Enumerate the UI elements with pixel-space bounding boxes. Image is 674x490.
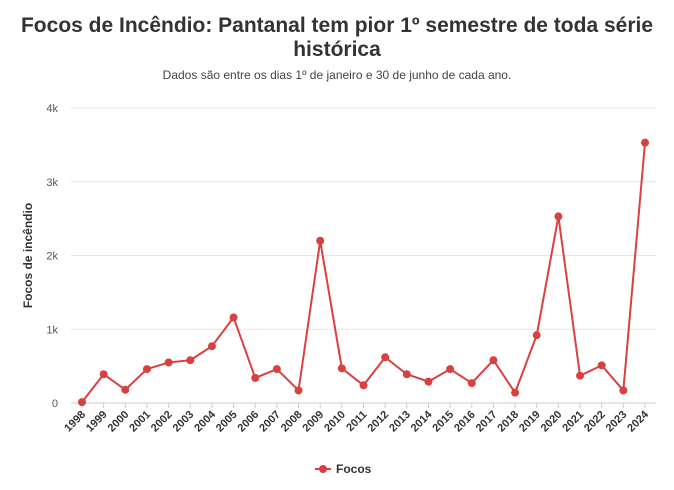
- chart-title: Focos de Incêndio: Pantanal tem pior 1º …: [20, 14, 654, 61]
- chart-subtitle: Dados são entre os dias 1º de janeiro e …: [162, 68, 512, 82]
- x-tick-label: 2010: [322, 409, 348, 435]
- data-point: [251, 373, 260, 382]
- y-tick-label: 4k: [46, 103, 58, 115]
- data-point: [511, 388, 520, 397]
- data-point: [424, 377, 433, 386]
- y-tick-label: 2k: [46, 251, 58, 263]
- data-point: [207, 342, 216, 351]
- x-tick-label: 2006: [236, 409, 262, 435]
- x-tick-label: 2024: [625, 408, 651, 434]
- x-tick-label: 2009: [301, 409, 327, 435]
- data-point: [467, 379, 476, 388]
- data-point: [337, 364, 346, 373]
- x-tick-label: 1998: [62, 409, 88, 435]
- data-point: [576, 371, 585, 380]
- x-tick-label: 2013: [387, 409, 413, 435]
- x-tick-label: 2002: [149, 409, 175, 435]
- data-point: [597, 361, 606, 370]
- data-point: [402, 370, 411, 379]
- x-tick-label: 2001: [127, 409, 153, 435]
- x-tick-label: 1999: [84, 409, 110, 435]
- x-tick-label: 2018: [495, 409, 521, 435]
- data-point: [619, 386, 628, 395]
- x-tick-label: 2023: [604, 409, 630, 435]
- data-point: [446, 365, 455, 374]
- x-tick-label: 2022: [582, 409, 608, 435]
- x-tick-label: 2008: [279, 409, 305, 435]
- x-tick-label: 2007: [257, 409, 283, 435]
- x-tick-label: 2014: [409, 408, 435, 434]
- data-point: [186, 356, 195, 365]
- data-point: [142, 365, 151, 374]
- legend-marker: [319, 465, 327, 473]
- data-point: [641, 138, 649, 147]
- data-point: [316, 236, 325, 245]
- data-point: [489, 356, 498, 365]
- x-tick-label: 2003: [171, 409, 197, 435]
- x-tick-label: 2004: [192, 408, 218, 434]
- data-point: [164, 358, 173, 367]
- x-tick-label: 2000: [106, 409, 132, 435]
- data-point: [359, 381, 368, 390]
- data-point: [532, 331, 541, 340]
- data-point: [554, 212, 563, 221]
- x-tick-label: 2017: [474, 409, 500, 435]
- data-point: [229, 313, 238, 322]
- data-point: [272, 365, 281, 374]
- x-tick-label: 2016: [452, 409, 478, 435]
- x-tick-label: 2011: [344, 409, 369, 434]
- y-tick-label: 0: [52, 398, 58, 410]
- data-point: [99, 370, 108, 379]
- data-point: [121, 385, 130, 394]
- y-tick-label: 1k: [46, 324, 58, 336]
- x-tick-label: 2020: [539, 409, 565, 435]
- x-tick-label: 2021: [560, 409, 586, 435]
- legend-label: Focos: [336, 462, 372, 476]
- x-tick-label: 2015: [430, 409, 456, 435]
- x-tick-label: 2012: [365, 409, 391, 435]
- y-axis-label: Focos de incêndio: [21, 203, 35, 308]
- y-tick-label: 3k: [46, 177, 58, 189]
- data-point: [381, 353, 390, 362]
- x-tick-label: 2019: [517, 409, 543, 435]
- data-point: [78, 398, 86, 407]
- x-tick-label: 2005: [214, 409, 240, 435]
- data-point: [294, 386, 303, 395]
